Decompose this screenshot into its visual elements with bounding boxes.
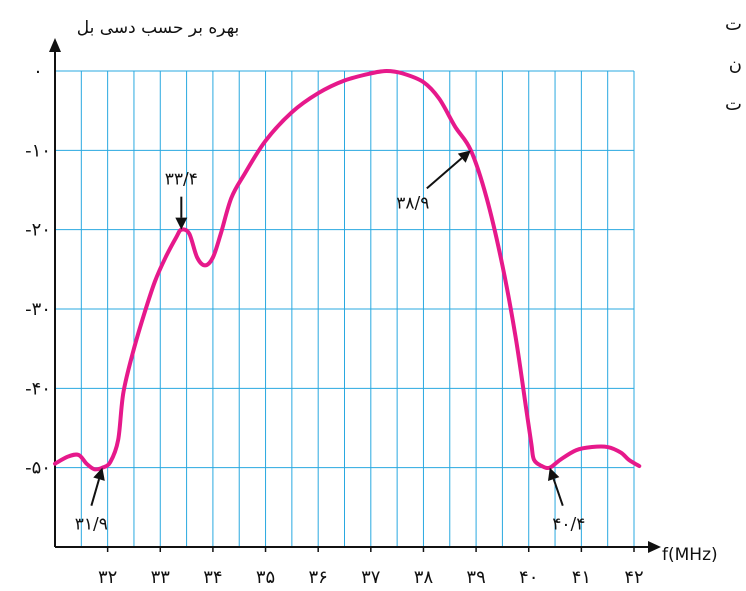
annotation-label: ۳۳/۴	[165, 170, 198, 190]
x-axis-arrowhead	[648, 541, 661, 553]
annotation-arrowhead	[93, 467, 105, 481]
annotation-label: ۳۱/۹	[75, 515, 108, 535]
x-tick-label: ۳۴	[203, 567, 222, 588]
x-tick-label: ۳۷	[361, 567, 381, 588]
annotation-arrowhead	[175, 217, 188, 230]
side-text-fragment: ت	[725, 94, 742, 115]
x-tick-label: ۳۵	[256, 567, 275, 588]
x-tick-label: ۴۱	[572, 567, 591, 588]
x-tick-label: ۴۰	[519, 567, 538, 588]
y-axis-arrowhead	[49, 38, 61, 52]
annotation-arrow	[552, 478, 564, 506]
grid	[55, 70, 635, 547]
y-tick-label: -۳۰	[25, 299, 51, 320]
y-tick-label: -۴۰	[25, 378, 51, 399]
annotation-label: ۳۸/۹	[396, 193, 429, 213]
x-tick-label: ۳۸	[414, 567, 434, 588]
y-tick-label: ۰	[33, 61, 43, 82]
y-tick-label: -۲۰	[25, 220, 51, 241]
annotation-arrow	[426, 157, 463, 190]
side-text-fragment: ن	[729, 54, 742, 75]
x-tick-label: ۳۳	[151, 567, 171, 588]
annotation-arrowhead	[457, 150, 471, 163]
y-axis-label: بهره بر حسب دسی بل	[77, 18, 240, 38]
axes	[49, 38, 661, 553]
x-tick-label: ۳۹	[466, 567, 485, 588]
series-line	[53, 69, 642, 472]
x-tick-label: ۳۲	[98, 567, 117, 588]
annotations: ۳۳/۴ ۳۸/۹ ۳۱/۹ ۴۰/۴	[75, 150, 585, 535]
side-text-fragment: ت	[725, 14, 742, 35]
y-tick-label: -۱۰	[25, 140, 51, 161]
x-tick-labels: ۳۲ ۳۳ ۳۴ ۳۵ ۳۶ ۳۷ ۳۸ ۳۹ ۴۰ ۴۱ ۴۲	[98, 567, 644, 588]
annotation-arrowhead	[547, 467, 560, 481]
x-tick-label: ۴۲	[624, 567, 643, 588]
x-tick-label: ۳۶	[309, 567, 328, 588]
annotation-arrow	[90, 478, 100, 506]
y-tick-labels: ۰ -۱۰ -۲۰ -۳۰ -۴۰ -۵۰	[25, 61, 51, 479]
annotation-label: ۴۰/۴	[552, 515, 585, 535]
x-axis-label: f(MHz)	[662, 545, 718, 565]
y-tick-label: -۵۰	[25, 458, 51, 479]
series-group	[53, 69, 642, 472]
